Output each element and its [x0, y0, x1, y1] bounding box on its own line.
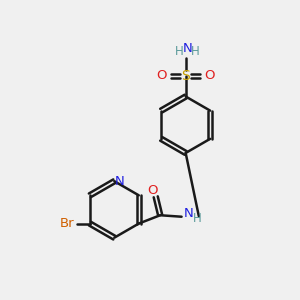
- Text: N: N: [182, 42, 192, 56]
- Text: N: N: [115, 175, 124, 188]
- Text: O: O: [204, 69, 215, 82]
- Text: Br: Br: [60, 217, 74, 230]
- Text: H: H: [175, 44, 184, 58]
- Text: O: O: [148, 184, 158, 197]
- Text: H: H: [191, 44, 200, 58]
- Text: H: H: [193, 212, 201, 225]
- Text: O: O: [157, 69, 167, 82]
- Text: N: N: [184, 207, 194, 220]
- Text: S: S: [181, 69, 190, 83]
